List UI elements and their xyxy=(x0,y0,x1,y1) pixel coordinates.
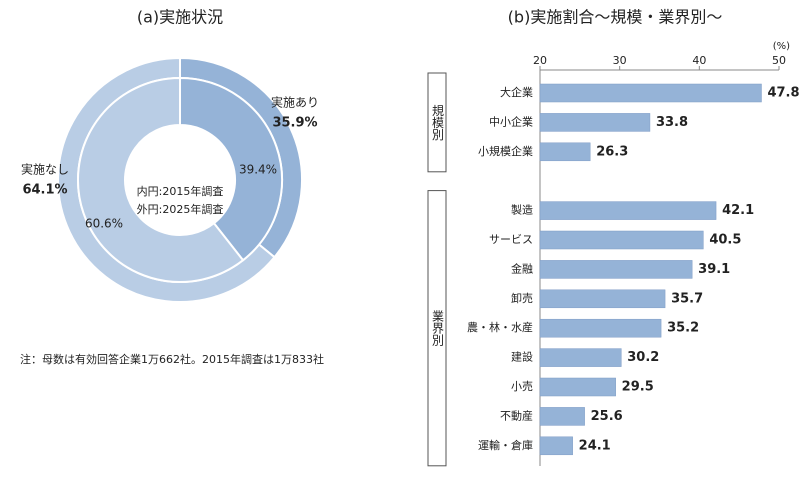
bar xyxy=(539,83,762,103)
value-label: 25.6 xyxy=(591,409,623,424)
category-label: 実施あり xyxy=(271,95,319,110)
x-tick-label: 30 xyxy=(613,54,627,67)
donut-slice xyxy=(179,76,283,262)
value-label: 33.8 xyxy=(656,115,688,130)
value-label: 35.7 xyxy=(671,291,703,306)
value-label: 24.1 xyxy=(579,438,611,453)
bar xyxy=(539,289,666,309)
value-label: 39.1 xyxy=(698,262,730,277)
value-label: 26.3 xyxy=(596,144,628,159)
category-label: 運輸・倉庫 xyxy=(478,438,533,452)
value-label: 42.1 xyxy=(722,203,754,218)
category-label: 小規模企業 xyxy=(478,144,533,158)
value-label: 29.5 xyxy=(622,380,654,395)
category-label: 製造 xyxy=(511,203,533,217)
unit-label: (%) xyxy=(773,41,790,52)
category-label: 小売 xyxy=(511,380,533,393)
group-bracket xyxy=(427,72,447,173)
category-label: サービス xyxy=(489,233,533,246)
category-label: 実施なし xyxy=(21,162,69,177)
donut-slice xyxy=(77,76,245,283)
x-tick-label: 40 xyxy=(692,54,706,67)
legend-label: 外円:2025年調査 xyxy=(137,202,224,216)
bar xyxy=(539,318,662,338)
bar xyxy=(539,377,616,397)
x-tick-label: 50 xyxy=(772,54,786,67)
group-label: 規模別 xyxy=(431,103,445,141)
category-label: 農・林・水産 xyxy=(467,320,533,334)
value-label: 40.5 xyxy=(709,233,741,248)
chart-title: (b)実施割合～規模・業界別～ xyxy=(508,8,723,27)
chart-title: (a)実施状況 xyxy=(137,8,223,27)
bar xyxy=(539,260,693,279)
bar xyxy=(539,113,651,132)
note: 注：母数は有効回答企業1万662社。2015年調査は1万833社 xyxy=(20,352,324,366)
bar xyxy=(539,201,717,220)
x-tick-label: 20 xyxy=(533,54,547,67)
category-label: 卸売 xyxy=(511,291,533,305)
value-label: 60.6% xyxy=(85,217,123,231)
category-label: 金融 xyxy=(511,261,533,275)
value-label: 39.4% xyxy=(239,163,277,177)
category-label: 建設 xyxy=(511,350,533,364)
bar xyxy=(539,407,585,426)
group-label: 業界別 xyxy=(431,310,445,347)
value-label: 35.9% xyxy=(272,116,317,131)
bar xyxy=(539,142,591,162)
value-label: 64.1% xyxy=(22,183,67,198)
bar xyxy=(539,436,573,456)
category-label: 不動産 xyxy=(500,408,533,422)
legend-label: 内円:2015年調査 xyxy=(137,184,224,198)
bar xyxy=(539,230,704,250)
value-label: 47.8 xyxy=(767,86,799,101)
value-label: 35.2 xyxy=(667,321,699,336)
category-label: 中小企業 xyxy=(489,114,533,128)
bar xyxy=(539,348,622,367)
group-bracket xyxy=(427,190,447,467)
category-label: 大企業 xyxy=(500,85,533,99)
value-label: 30.2 xyxy=(627,350,659,365)
